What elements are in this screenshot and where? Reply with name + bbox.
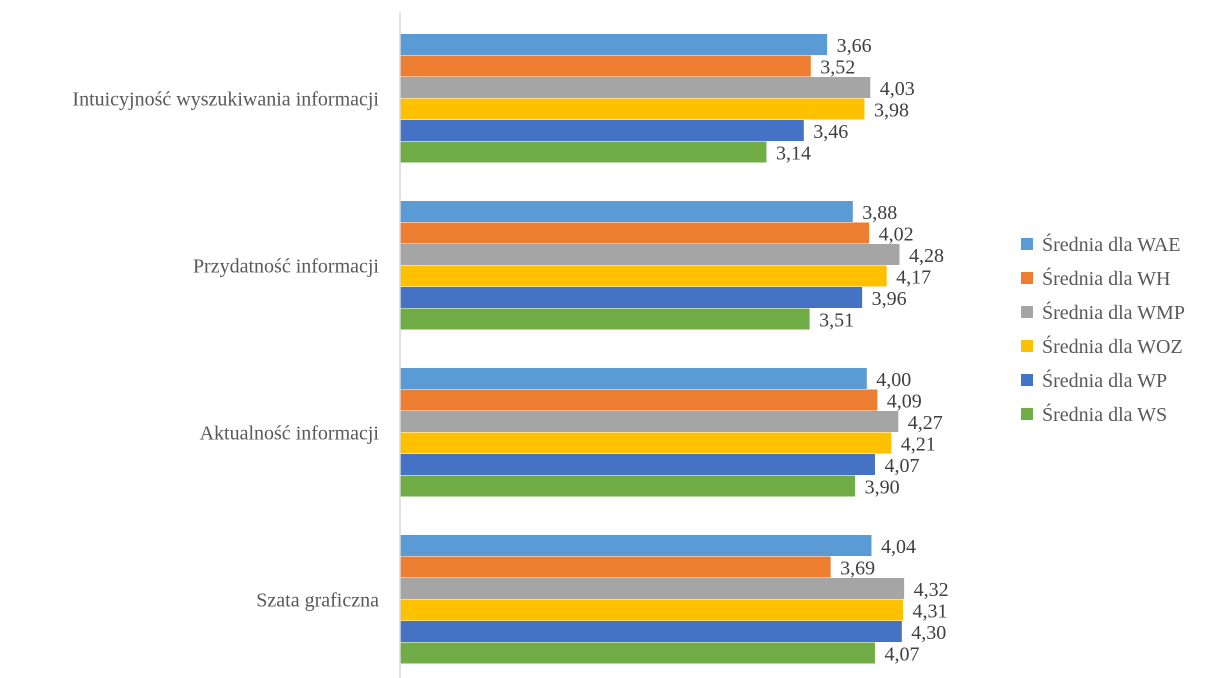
data-label: 3,88: [862, 202, 897, 224]
data-label: 4,17: [896, 267, 931, 289]
data-label: 3,46: [813, 121, 848, 143]
category-label: Aktualność informacji: [200, 423, 380, 445]
category-label: Intuicyjność wyszukiwania informacji: [72, 89, 379, 111]
data-label: 4,07: [884, 455, 919, 477]
bar-3-3: [400, 411, 899, 432]
data-label: 4,09: [887, 391, 922, 413]
data-label: 3,98: [874, 100, 909, 122]
bar-5-1: [400, 120, 804, 141]
data-label: 3,69: [840, 558, 875, 580]
data-label: 3,96: [872, 288, 907, 310]
data-label: 3,14: [776, 143, 811, 165]
bar-2-1: [400, 55, 811, 77]
bar-1-3: [400, 368, 867, 389]
bar-2-2: [400, 222, 870, 244]
bar-4-3: [400, 432, 892, 454]
legend-swatch: [1021, 238, 1033, 250]
legend: Średnia dla WAE Średnia dla WH Średnia dla…: [1021, 232, 1185, 426]
data-label: 4,27: [908, 412, 943, 434]
data-labels-group: 3,663,52 4,033,98 3,463,14 3,884,024,284,17…: [776, 35, 949, 666]
bar-2-3: [400, 389, 878, 411]
bar-4-4: [400, 599, 903, 621]
bar-6-1: [400, 141, 767, 163]
bar-2-4: [400, 556, 831, 578]
bar-5-3: [400, 454, 875, 475]
bar-1-4: [400, 535, 872, 556]
category-label: Szata graficzna: [256, 590, 379, 612]
bar-1-1: [400, 34, 828, 55]
data-label: 4,31: [912, 601, 947, 623]
data-label: 3,66: [837, 35, 872, 57]
legend-swatch: [1021, 306, 1033, 318]
category-label: Przydatność informacji: [193, 256, 379, 278]
bar-3-4: [400, 578, 905, 599]
category-labels-group: Intuicyjność wyszukiwania informacji Przy…: [72, 89, 379, 612]
legend-swatch: [1021, 340, 1033, 352]
legend-swatch: [1021, 272, 1033, 284]
bars-group: [400, 34, 905, 664]
bar-6-3: [400, 475, 856, 497]
data-label: 4,07: [884, 644, 919, 666]
bar-1-2: [400, 201, 853, 222]
bar-3-2: [400, 244, 900, 265]
data-label: 4,00: [876, 369, 911, 391]
data-label: 4,21: [901, 434, 936, 456]
data-label: 4,30: [911, 622, 946, 644]
bar-5-2: [400, 287, 863, 308]
data-label: 4,32: [914, 579, 949, 601]
bar-3-1: [400, 77, 871, 98]
data-label: 4,03: [880, 78, 915, 100]
bar-6-2: [400, 308, 810, 330]
data-label: 3,52: [820, 57, 855, 79]
legend-item-label: Średnia dla WS: [1042, 402, 1167, 426]
data-label: 4,04: [881, 536, 916, 558]
legend-item-label: Średnia dla WAE: [1042, 232, 1181, 256]
legend-item-label: Średnia dla WOZ: [1042, 334, 1183, 358]
data-label: 4,28: [909, 245, 944, 267]
legend-item-label: Średnia dla WH: [1042, 266, 1171, 290]
bar-6-4: [400, 642, 875, 664]
data-label: 4,02: [879, 224, 914, 246]
bar-4-1: [400, 98, 865, 120]
bar-5-4: [400, 621, 902, 642]
legend-item-label: Średnia dla WMP: [1042, 300, 1185, 324]
bar-4-2: [400, 265, 887, 287]
data-label: 3,51: [819, 310, 854, 332]
legend-swatch: [1021, 374, 1033, 386]
legend-item-label: Średnia dla WP: [1042, 368, 1167, 392]
data-label: 3,90: [865, 477, 900, 499]
legend-swatch: [1021, 408, 1033, 420]
